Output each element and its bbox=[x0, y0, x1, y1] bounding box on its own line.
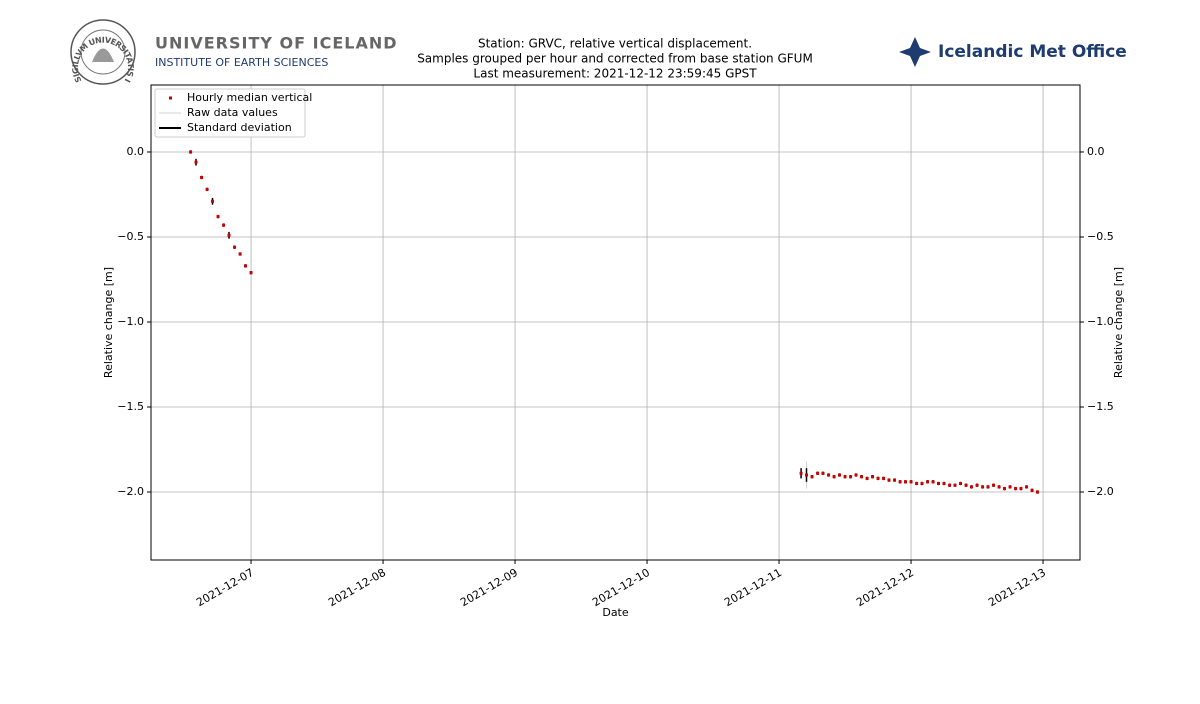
point bbox=[997, 485, 1001, 489]
y-tick-label: −1.5 bbox=[117, 400, 144, 413]
y-tick-label: 0.0 bbox=[127, 145, 145, 158]
point bbox=[1035, 490, 1039, 494]
institute-name: INSTITUTE OF EARTH SCIENCES bbox=[155, 56, 328, 69]
plot-frame bbox=[150, 84, 1081, 561]
university-name: UNIVERSITY OF ICELAND bbox=[155, 34, 398, 53]
point bbox=[200, 175, 204, 179]
y2-tick-label: −1.5 bbox=[1087, 400, 1114, 413]
point bbox=[986, 485, 990, 489]
point bbox=[1019, 487, 1023, 491]
point bbox=[992, 483, 996, 487]
legend-label: Standard deviation bbox=[187, 121, 292, 134]
x-tick-label: 2021-12-12 bbox=[854, 566, 916, 609]
point bbox=[926, 480, 930, 484]
point bbox=[216, 215, 220, 219]
point bbox=[870, 475, 874, 479]
seal-text: SIGILLVM UNIVERSITATIS ISLANDIAE bbox=[0, 0, 136, 84]
chart-title: Samples grouped per hour and corrected f… bbox=[417, 52, 813, 66]
point bbox=[849, 475, 853, 479]
point bbox=[887, 478, 891, 482]
point bbox=[238, 252, 242, 256]
point bbox=[860, 475, 864, 479]
point bbox=[1025, 485, 1029, 489]
point bbox=[194, 160, 198, 164]
x-tick-label: 2021-12-13 bbox=[986, 566, 1048, 609]
chart-title: Station: GRVC, relative vertical displac… bbox=[478, 37, 752, 51]
chart-title: Last measurement: 2021-12-12 23:59:45 GP… bbox=[473, 67, 757, 81]
x-tick-label: 2021-12-07 bbox=[194, 566, 256, 609]
point bbox=[854, 473, 858, 477]
y-tick-label: −2.0 bbox=[117, 485, 144, 498]
plot: Station: GRVC, relative vertical displac… bbox=[102, 37, 1125, 620]
point bbox=[953, 483, 957, 487]
point bbox=[898, 480, 902, 484]
y-tick-label: −1.0 bbox=[117, 315, 144, 328]
point bbox=[959, 481, 963, 485]
y2-tick-label: −1.0 bbox=[1087, 315, 1114, 328]
point bbox=[222, 223, 226, 227]
point bbox=[810, 475, 814, 479]
point bbox=[981, 485, 985, 489]
y2-axis-label: Relative change [m] bbox=[1112, 267, 1125, 378]
point bbox=[843, 475, 847, 479]
point bbox=[205, 187, 209, 191]
university-logo: SIGILLVM UNIVERSITATIS ISLANDIAE UNIVERS… bbox=[0, 0, 398, 85]
point bbox=[903, 480, 907, 484]
point bbox=[915, 481, 919, 485]
point bbox=[975, 483, 979, 487]
point bbox=[1014, 487, 1018, 491]
point bbox=[227, 233, 231, 237]
point bbox=[249, 271, 253, 275]
legend-label: Raw data values bbox=[187, 106, 278, 119]
point bbox=[1008, 485, 1012, 489]
y2-tick-label: 0.0 bbox=[1087, 145, 1105, 158]
point bbox=[189, 150, 193, 154]
legend-marker bbox=[169, 96, 172, 100]
x-tick-label: 2021-12-08 bbox=[326, 566, 388, 609]
point bbox=[838, 473, 842, 477]
point bbox=[805, 473, 809, 477]
x-tick-label: 2021-12-09 bbox=[458, 566, 520, 609]
y2-tick-label: −0.5 bbox=[1087, 230, 1114, 243]
seal-text-path: SIGILLVM UNIVERSITATIS ISLANDIAE bbox=[0, 0, 136, 84]
x-tick-label: 2021-12-10 bbox=[590, 566, 652, 609]
met-office-name: Icelandic Met Office bbox=[938, 42, 1127, 62]
point bbox=[964, 483, 968, 487]
point bbox=[233, 245, 237, 249]
point bbox=[211, 199, 215, 203]
point bbox=[920, 481, 924, 485]
point bbox=[882, 476, 886, 480]
point bbox=[909, 480, 913, 484]
point bbox=[821, 471, 825, 475]
point bbox=[876, 476, 880, 480]
point bbox=[969, 485, 973, 489]
y2-tick-label: −2.0 bbox=[1087, 485, 1114, 498]
point bbox=[816, 471, 820, 475]
point bbox=[799, 471, 803, 475]
point bbox=[893, 478, 897, 482]
legend-box bbox=[154, 88, 306, 138]
met-office-logo: Icelandic Met Office bbox=[899, 37, 1127, 67]
x-axis-label: Date bbox=[602, 606, 629, 619]
point bbox=[1002, 487, 1006, 491]
point bbox=[832, 475, 836, 479]
point bbox=[1030, 488, 1034, 492]
y-tick-label: −0.5 bbox=[117, 230, 144, 243]
y-axis-label: Relative change [m] bbox=[102, 267, 115, 378]
point bbox=[936, 481, 940, 485]
point bbox=[244, 264, 248, 268]
point bbox=[865, 476, 869, 480]
point bbox=[948, 483, 952, 487]
x-tick-label: 2021-12-11 bbox=[722, 566, 784, 609]
point bbox=[931, 480, 935, 484]
point bbox=[942, 481, 946, 485]
legend-label: Hourly median vertical bbox=[187, 91, 312, 104]
point bbox=[827, 473, 831, 477]
